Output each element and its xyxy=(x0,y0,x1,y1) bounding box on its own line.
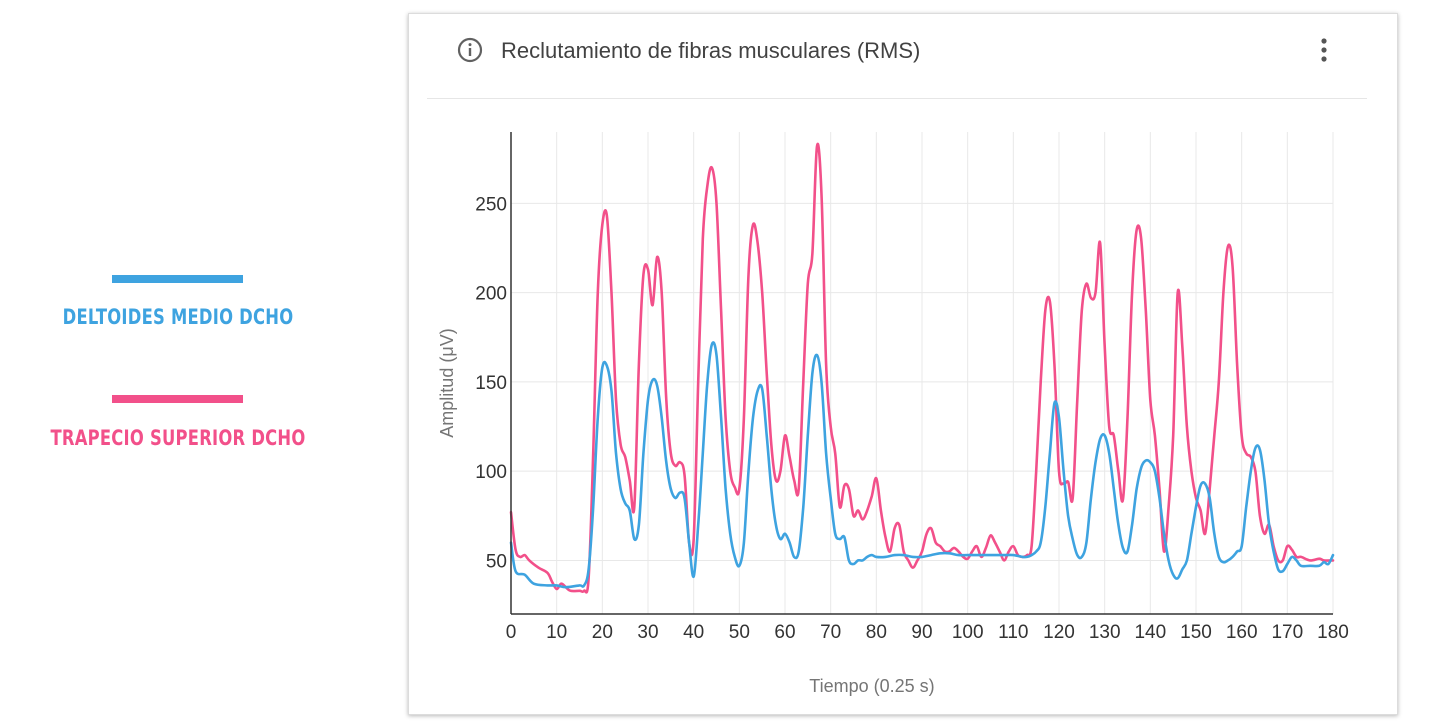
x-tick-label: 80 xyxy=(866,622,887,643)
series-line-trapecio xyxy=(509,142,1335,594)
y-tick-label: 100 xyxy=(475,462,507,483)
chart-card: Reclutamiento de fibras musculares (RMS)… xyxy=(408,13,1398,715)
rms-line-chart: 0 10 20 30 40 50 60 70 80 90 100 110 120 130 140 150 160… xyxy=(437,132,1349,696)
y-tick-label: 50 xyxy=(486,551,507,572)
y-tick-label: 250 xyxy=(475,194,507,215)
x-tick-label: 130 xyxy=(1089,622,1121,643)
card-title: Reclutamiento de fibras musculares (RMS) xyxy=(501,38,921,63)
card-header: Reclutamiento de fibras musculares (RMS) xyxy=(409,14,1397,98)
x-tick-label: 90 xyxy=(911,622,932,643)
x-tick-label: 50 xyxy=(729,622,750,643)
legend-swatch-deltoides xyxy=(112,275,243,283)
x-tick-label: 40 xyxy=(683,622,704,643)
y-tick-label: 200 xyxy=(475,284,507,305)
series-line-deltoides xyxy=(509,341,1335,589)
x-tick-label: 150 xyxy=(1180,622,1212,643)
chart-legend: DELTOIDES MEDIO DCHO TRAPECIO SUPERIOR D… xyxy=(0,0,380,728)
x-tick-label: 10 xyxy=(546,622,567,643)
x-tick-label: 120 xyxy=(1043,622,1075,643)
x-tick-label: 0 xyxy=(506,622,517,643)
x-tick-label: 100 xyxy=(952,622,984,643)
x-tick-label: 60 xyxy=(774,622,795,643)
y-axis-title: Amplitud (μV) xyxy=(437,328,457,437)
x-tick-label: 30 xyxy=(637,622,658,643)
x-tick-label: 20 xyxy=(592,622,613,643)
legend-label-trapecio: TRAPECIO SUPERIOR DCHO xyxy=(50,426,306,450)
x-tick-label: 170 xyxy=(1271,622,1303,643)
legend-swatch-trapecio xyxy=(112,395,243,403)
chart-axes xyxy=(510,132,1333,615)
x-tick-label: 70 xyxy=(820,622,841,643)
x-tick-label: 180 xyxy=(1317,622,1349,643)
x-tick-label: 110 xyxy=(998,622,1028,643)
header-divider xyxy=(427,98,1367,99)
info-icon[interactable] xyxy=(457,37,483,63)
y-tick-label: 150 xyxy=(475,373,507,394)
x-axis-title: Tiempo (0.25 s) xyxy=(809,676,934,696)
chart-grid xyxy=(510,132,1334,614)
more-vert-icon[interactable] xyxy=(1314,36,1334,64)
chart-series xyxy=(509,142,1335,594)
x-tick-label: 140 xyxy=(1134,622,1166,643)
chart-labels: 0 10 20 30 40 50 60 70 80 90 100 110 120 130 140 150 160… xyxy=(437,194,1349,696)
legend-label-deltoides: DELTOIDES MEDIO DCHO xyxy=(62,305,294,329)
x-tick-label: 160 xyxy=(1226,622,1258,643)
